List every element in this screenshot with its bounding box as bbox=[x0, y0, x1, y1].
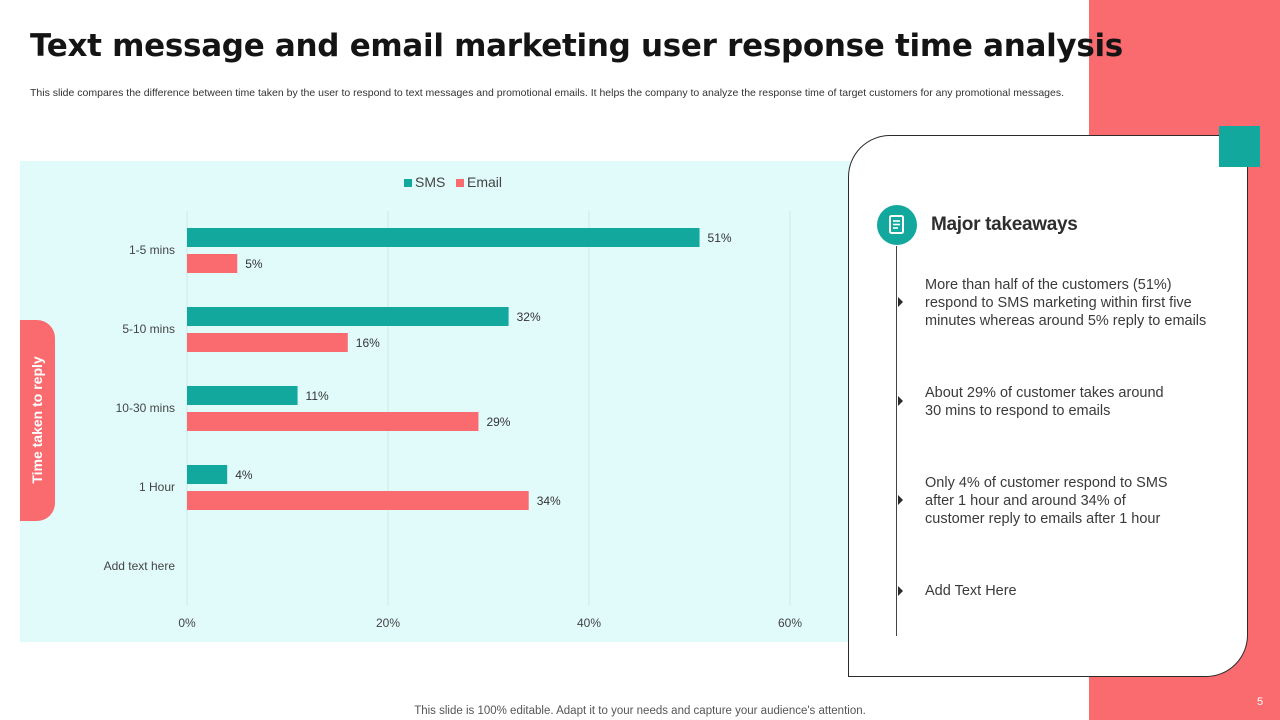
bar-email bbox=[187, 491, 529, 510]
bullet-arrow-icon bbox=[898, 586, 903, 596]
data-label: 34% bbox=[537, 494, 561, 508]
takeaway-item-2: About 29% of customer takes around 30 mi… bbox=[925, 385, 1164, 419]
category-label: 1-5 mins bbox=[129, 243, 175, 257]
bar-sms bbox=[187, 386, 298, 405]
bullet-arrow-icon bbox=[898, 495, 903, 505]
data-label: 11% bbox=[306, 389, 329, 403]
category-label: 5-10 mins bbox=[122, 322, 175, 336]
legend-label: SMS bbox=[415, 174, 445, 190]
y-axis-label-tab bbox=[20, 320, 55, 521]
legend-label: Email bbox=[467, 174, 502, 190]
x-tick-label: 60% bbox=[778, 616, 802, 630]
bar-email bbox=[187, 412, 479, 431]
category-label: 10-30 mins bbox=[116, 401, 175, 415]
footer-note: This slide is 100% editable. Adapt it to… bbox=[414, 705, 866, 717]
data-label: 51% bbox=[708, 231, 732, 245]
bullet-arrow-icon bbox=[898, 396, 903, 406]
takeaway-item-1: More than half of the customers (51%) re… bbox=[925, 277, 1207, 329]
takeaways-heading: Major takeaways bbox=[931, 214, 1078, 235]
takeaways-timeline bbox=[896, 246, 897, 636]
chart-area: 0% 20% 40% 60% SMS Email 1-5 mins 51% 5% 5-10 min… bbox=[20, 161, 860, 642]
takeaway-item-3: Only 4% of customer respond to SMS after… bbox=[925, 475, 1168, 527]
document-icon bbox=[877, 205, 917, 245]
data-label: 32% bbox=[517, 310, 541, 324]
y-axis-label: Time taken to reply bbox=[29, 356, 45, 484]
slide-title: Text message and email marketing user re… bbox=[30, 28, 1123, 64]
x-tick-label: 20% bbox=[376, 616, 400, 630]
legend-swatch bbox=[404, 179, 412, 187]
bar-sms bbox=[187, 307, 509, 326]
data-label: 4% bbox=[235, 468, 253, 482]
panel-corner-square bbox=[1219, 126, 1260, 167]
category-label: 1 Hour bbox=[139, 480, 175, 494]
bullet-arrow-icon bbox=[898, 297, 903, 307]
x-tick-label: 0% bbox=[178, 616, 196, 630]
legend-swatch bbox=[456, 179, 464, 187]
data-label: 29% bbox=[486, 415, 510, 429]
takeaway-item-4: Add Text Here bbox=[925, 583, 1017, 599]
data-label: 5% bbox=[245, 257, 263, 271]
category-label: Add text here bbox=[104, 559, 176, 573]
slide-subtitle: This slide compares the difference betwe… bbox=[30, 87, 1065, 99]
bar-email bbox=[187, 254, 238, 273]
data-label: 16% bbox=[356, 336, 380, 350]
page-number: 5 bbox=[1257, 696, 1264, 708]
bar-sms bbox=[187, 228, 700, 247]
x-tick-label: 40% bbox=[577, 616, 601, 630]
bar-sms bbox=[187, 465, 228, 484]
bar-chart: 0% 20% 40% 60% SMS Email 1-5 mins 51% 5% 5-10 min… bbox=[104, 174, 803, 630]
bar-email bbox=[187, 333, 348, 352]
